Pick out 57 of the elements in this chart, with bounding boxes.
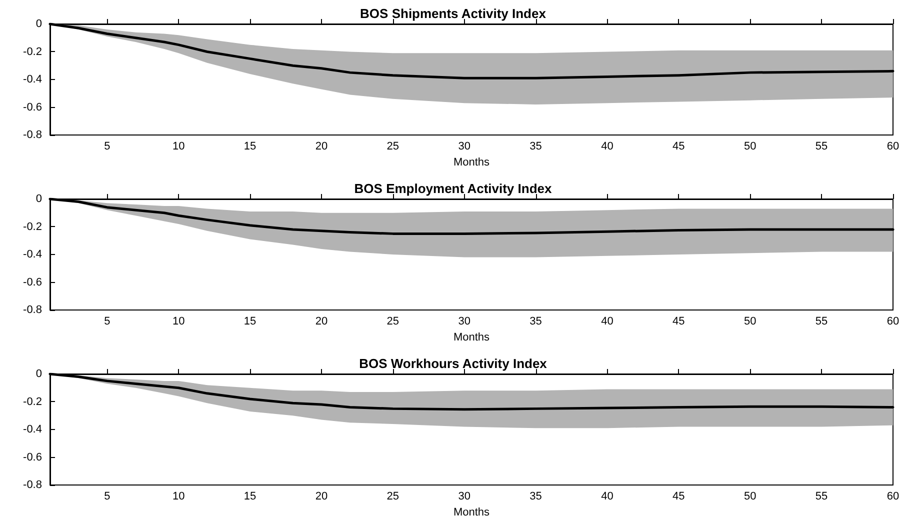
x-tick-label: 50 <box>744 316 756 328</box>
x-tick-label: 60 <box>886 140 900 152</box>
x-tick-label: 50 <box>744 140 756 152</box>
x-tick-label: 30 <box>458 490 470 502</box>
y-tick-label: -0.2 <box>23 46 42 58</box>
y-tick-label: -0.4 <box>23 74 42 86</box>
x-tick-label: 45 <box>672 316 685 328</box>
x-tick-label: 5 <box>104 140 110 152</box>
y-tick-label: -0.6 <box>23 276 42 288</box>
y-tick-label: -0.4 <box>23 248 42 260</box>
chart-title: BOS Shipments Activity Index <box>360 6 547 21</box>
y-tick-label: -0.2 <box>23 220 42 233</box>
x-tick-label: 20 <box>315 490 328 502</box>
x-tick-label: 40 <box>601 140 614 152</box>
x-tick-label: 25 <box>386 140 400 152</box>
chart-title: BOS Workhours Activity Index <box>359 356 548 371</box>
x-tick-label: 20 <box>315 140 328 152</box>
chart-title: BOS Employment Activity Index <box>354 181 552 196</box>
y-tick-label: -0.4 <box>23 424 42 436</box>
x-tick-label: 25 <box>386 316 400 328</box>
x-tick-label: 60 <box>886 316 900 328</box>
x-tick-label: 60 <box>886 490 900 502</box>
x-tick-label: 15 <box>244 316 256 328</box>
x-tick-label: 20 <box>315 316 328 328</box>
x-tick-label: 10 <box>172 316 185 328</box>
y-tick-label: -0.2 <box>23 396 42 408</box>
x-tick-label: 55 <box>815 140 828 152</box>
x-tick-label: 5 <box>104 490 110 502</box>
x-tick-label: 30 <box>458 140 470 152</box>
x-axis-title: Months <box>453 506 490 518</box>
x-tick-label: 15 <box>244 490 256 502</box>
y-tick-label: -0.6 <box>23 101 42 114</box>
x-tick-label: 10 <box>172 140 185 152</box>
x-tick-label: 35 <box>530 490 542 502</box>
y-tick-label: -0.8 <box>23 304 42 316</box>
x-tick-label: 40 <box>601 490 614 502</box>
y-tick-label: 0 <box>36 368 42 380</box>
x-tick-label: 10 <box>172 490 185 502</box>
x-tick-label: 5 <box>104 316 110 328</box>
x-tick-label: 50 <box>744 490 756 502</box>
x-tick-label: 40 <box>601 316 614 328</box>
x-tick-label: 15 <box>244 140 256 152</box>
x-axis-title: Months <box>453 332 490 344</box>
x-tick-label: 45 <box>672 490 685 502</box>
x-tick-label: 35 <box>530 316 542 328</box>
x-tick-label: 25 <box>386 490 400 502</box>
y-tick-label: -0.6 <box>23 451 42 464</box>
y-tick-label: -0.8 <box>23 479 42 491</box>
x-tick-label: 30 <box>458 316 470 328</box>
x-tick-label: 35 <box>530 140 542 152</box>
x-tick-label: 45 <box>672 140 685 152</box>
y-tick-label: 0 <box>36 18 42 30</box>
y-tick-label: -0.8 <box>23 129 42 141</box>
x-axis-title: Months <box>453 156 490 168</box>
x-tick-label: 55 <box>815 316 828 328</box>
x-tick-label: 55 <box>815 490 828 502</box>
y-tick-label: 0 <box>36 193 42 205</box>
